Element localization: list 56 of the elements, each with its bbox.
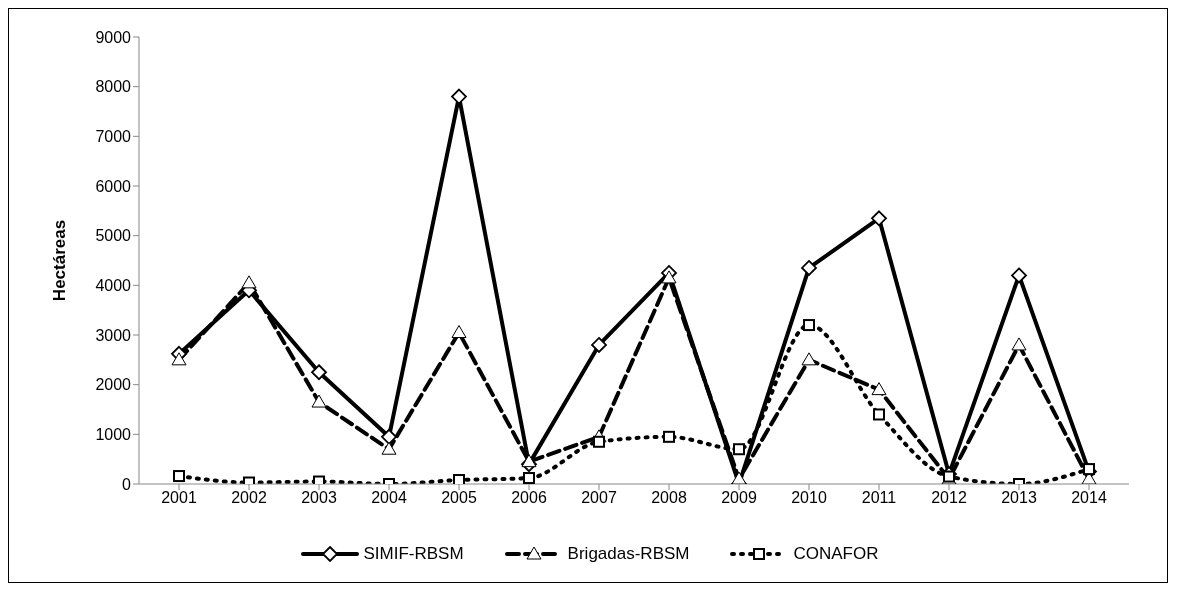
point — [801, 260, 817, 276]
point — [1011, 267, 1027, 284]
y-tick-label: 6000 — [95, 177, 132, 195]
x-tick-label: 2014 — [1071, 489, 1107, 507]
point — [171, 352, 187, 366]
legend-label: SIMIF-RBSM — [362, 544, 464, 564]
y-tick-label: 3000 — [95, 326, 132, 344]
point — [521, 454, 537, 468]
point — [1011, 337, 1027, 351]
y-axis-title: Hectáreas — [50, 219, 70, 302]
point — [801, 352, 817, 366]
x-tick-label: 2004 — [371, 489, 407, 507]
point — [661, 270, 677, 284]
point — [451, 325, 467, 339]
point — [591, 337, 607, 353]
point — [593, 435, 605, 448]
point — [311, 394, 327, 408]
point — [871, 210, 887, 227]
y-tick-label: 5000 — [95, 227, 132, 245]
x-tick-label: 2013 — [1001, 489, 1037, 507]
y-tick-label: 0 — [122, 475, 132, 493]
point — [1083, 463, 1095, 476]
point — [381, 428, 397, 445]
x-tick-label: 2002 — [231, 489, 267, 507]
x-tick-label: 2001 — [161, 489, 197, 507]
point — [663, 430, 675, 443]
point — [873, 408, 885, 421]
x-tick-label: 2011 — [861, 489, 897, 507]
point — [871, 382, 887, 396]
x-tick-label: 2009 — [721, 489, 757, 507]
y-tick-label: 7000 — [95, 128, 132, 146]
point — [803, 319, 815, 332]
point — [731, 471, 747, 484]
x-tick-label: 2003 — [301, 489, 337, 507]
y-tick-label: 4000 — [95, 277, 132, 295]
x-tick-label: 2012 — [931, 489, 967, 507]
y-tick-label: 2000 — [95, 376, 132, 394]
y-tick-label: 9000 — [95, 28, 132, 46]
point — [451, 88, 467, 105]
y-tick-label: 8000 — [95, 78, 132, 96]
point — [381, 441, 397, 455]
point — [523, 472, 535, 484]
point — [453, 474, 465, 484]
point — [241, 275, 257, 289]
point — [733, 443, 745, 456]
x-tick-label: 2010 — [791, 489, 827, 507]
legend-label: Brigadas-RBSM — [566, 544, 690, 564]
x-tick-label: 2006 — [511, 489, 547, 507]
point — [313, 475, 325, 484]
point — [311, 364, 327, 381]
y-tick-label: 1000 — [95, 426, 132, 444]
point — [173, 470, 185, 483]
legend-label: CONAFOR — [792, 544, 879, 564]
x-tick-label: 2007 — [581, 489, 617, 507]
x-tick-label: 2008 — [651, 489, 687, 507]
x-tick-label: 2005 — [441, 489, 477, 507]
